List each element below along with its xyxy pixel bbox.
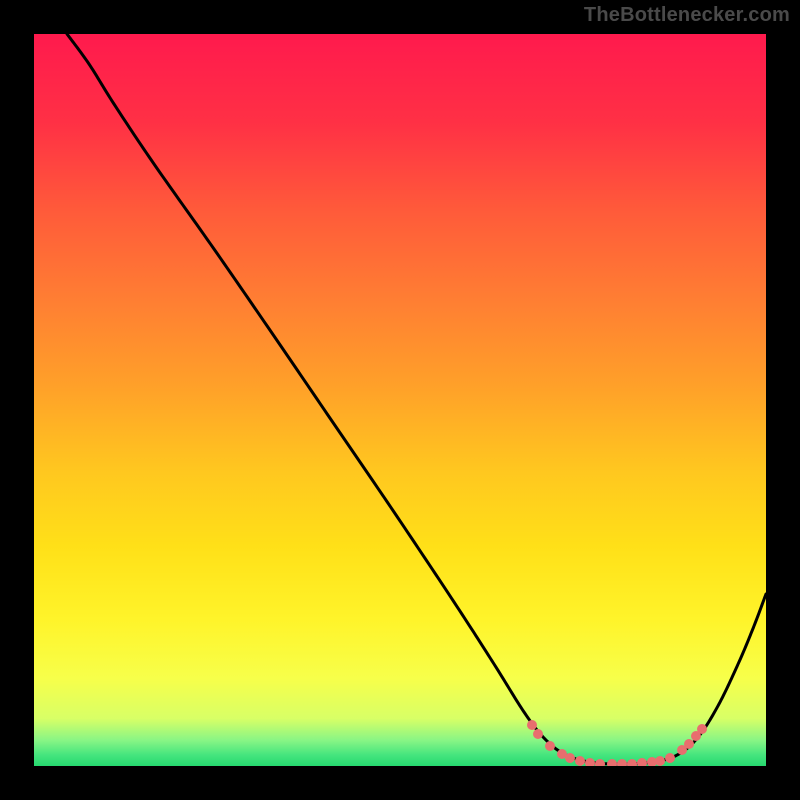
marker-dot — [545, 741, 555, 751]
bottleneck-curve — [67, 34, 766, 764]
curve-markers — [527, 720, 707, 766]
marker-dot — [575, 756, 585, 766]
marker-dot — [607, 759, 617, 766]
marker-dot — [585, 758, 595, 766]
watermark-text: TheBottlenecker.com — [584, 4, 790, 27]
marker-dot — [627, 759, 637, 766]
curve-layer — [34, 34, 766, 766]
plot-area — [34, 34, 766, 766]
marker-dot — [565, 753, 575, 763]
bottleneck-chart: TheBottlenecker.com — [0, 0, 800, 800]
marker-dot — [533, 729, 543, 739]
marker-dot — [655, 756, 665, 766]
marker-dot — [595, 759, 605, 766]
marker-dot — [684, 739, 694, 749]
marker-dot — [665, 753, 675, 763]
marker-dot — [697, 724, 707, 734]
marker-dot — [637, 758, 647, 766]
marker-dot — [617, 759, 627, 766]
marker-dot — [527, 720, 537, 730]
